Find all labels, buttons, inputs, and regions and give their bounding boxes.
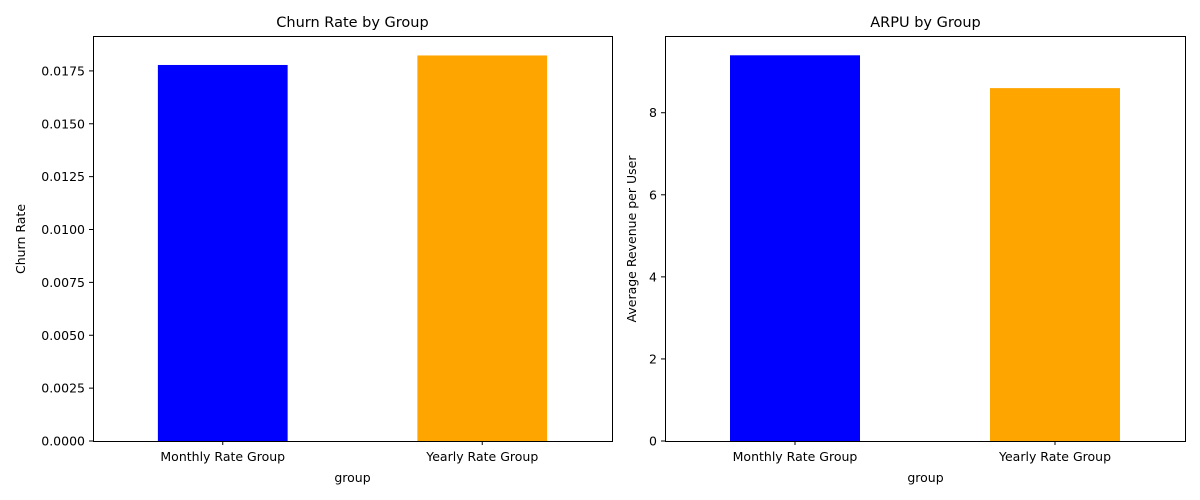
churn-y-tick-label-4: 0.0100 — [41, 222, 85, 237]
churn-bar-1 — [417, 55, 548, 442]
churn-y-tick-label-3: 0.0075 — [41, 275, 85, 290]
arpu-y-axis-label: Average Revenue per User — [624, 155, 639, 323]
churn-y-tick-label-5: 0.0125 — [41, 169, 85, 184]
arpu-x-ticks: Monthly Rate Group Yearly Rate Group — [733, 441, 1111, 464]
arpu-chart-title: ARPU by Group — [870, 15, 981, 31]
arpu-plot-frame — [665, 36, 1186, 442]
arpu-y-tick-label-4: 8 — [649, 105, 657, 120]
churn-plot-frame — [93, 36, 613, 442]
churn-rate-chart: Churn Rate by Group 0.00000.00250.00500.… — [13, 15, 613, 485]
arpu-x-tick-label-0: Monthly Rate Group — [733, 449, 858, 464]
churn-x-ticks: Monthly Rate Group Yearly Rate Group — [160, 441, 538, 464]
arpu-y-tick-label-2: 4 — [649, 269, 657, 284]
churn-x-tick-label-1: Yearly Rate Group — [425, 449, 538, 464]
arpu-y-tick-label-1: 2 — [649, 351, 657, 366]
arpu-y-tick-label-3: 6 — [649, 187, 657, 202]
arpu-y-ticks: 0 2 4 6 8 — [649, 105, 665, 449]
churn-x-tick-label-0: Monthly Rate Group — [160, 449, 285, 464]
arpu-bar-1 — [990, 88, 1120, 442]
churn-bars — [157, 55, 548, 442]
arpu-x-tick-label-1: Yearly Rate Group — [998, 449, 1111, 464]
arpu-bars — [730, 55, 1120, 442]
churn-y-tick-label-6: 0.0150 — [41, 116, 85, 131]
churn-chart-title: Churn Rate by Group — [276, 15, 428, 31]
churn-y-tick-label-0: 0.0000 — [41, 434, 85, 449]
churn-y-tick-label-7: 0.0175 — [41, 63, 85, 78]
arpu-y-tick-label-0: 0 — [649, 434, 657, 449]
arpu-x-axis-label: group — [907, 470, 943, 485]
churn-bar-0 — [157, 64, 288, 441]
churn-y-tick-label-2: 0.0050 — [41, 328, 85, 343]
churn-y-tick-label-1: 0.0025 — [41, 381, 85, 396]
arpu-bar-0 — [730, 55, 860, 441]
churn-y-ticks: 0.0000 0.0025 0.0050 0.0075 0.0100 0.0125 0.01… — [41, 63, 93, 449]
arpu-chart: ARPU by Group 0 2 4 6 8 Monthly Rate Group Ye… — [624, 15, 1186, 485]
churn-y-axis-label: Churn Rate — [13, 204, 28, 274]
churn-x-axis-label: group — [334, 470, 370, 485]
